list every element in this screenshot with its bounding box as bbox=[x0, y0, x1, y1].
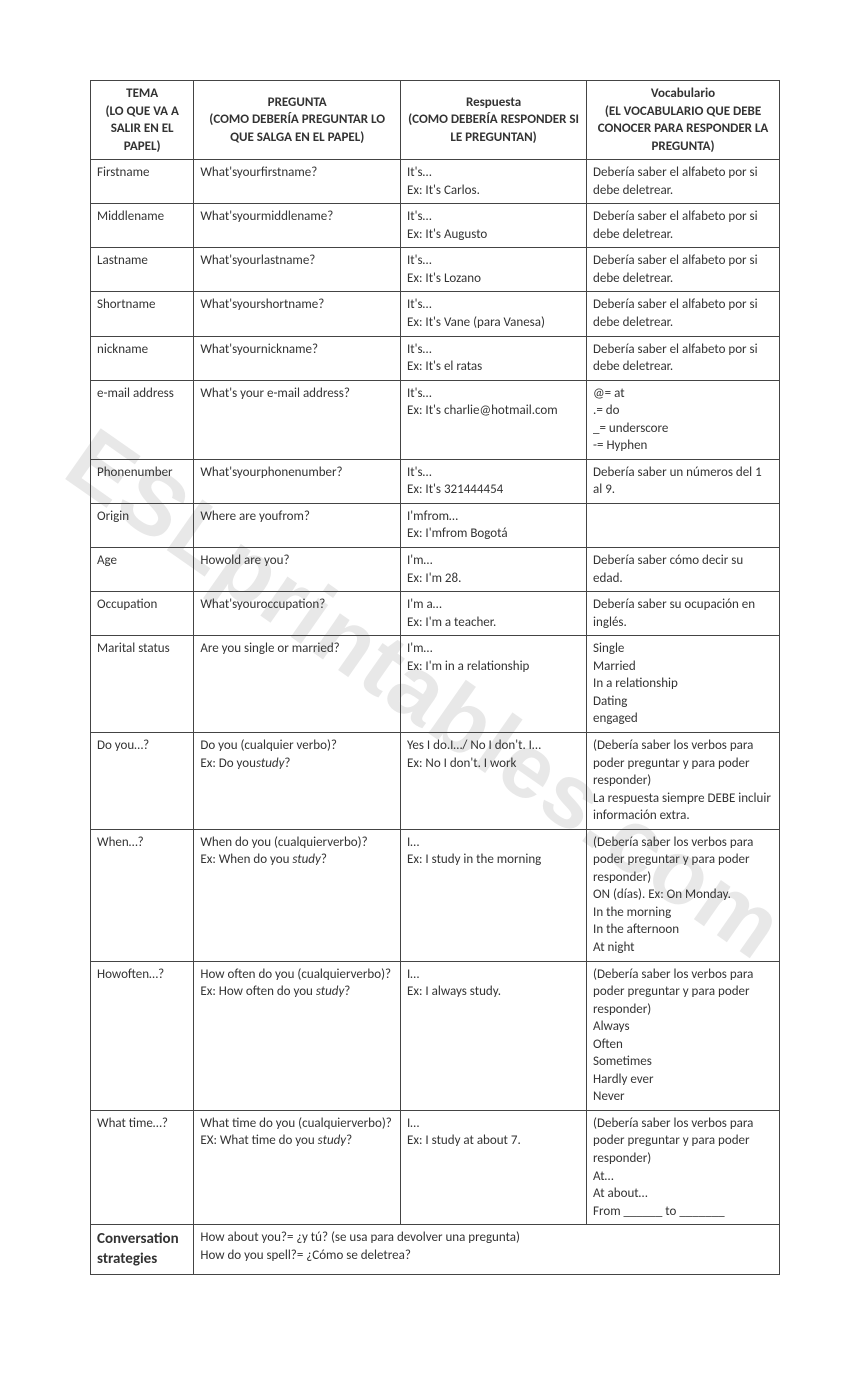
table-row: LastnameWhat'syourlastname?It's…Ex: It's… bbox=[91, 248, 780, 292]
cell-vocabulario: Debería saber el alfabeto por si debe de… bbox=[587, 292, 780, 336]
cell-tema: When…? bbox=[91, 829, 194, 961]
cell-pregunta: When do you (cualquierverbo)?Ex: When do… bbox=[194, 829, 401, 961]
table-row: OriginWhere are youfrom?I'mfrom…Ex: I'mf… bbox=[91, 503, 780, 547]
footer-content: How about you?= ¿y tú? (se usa para devo… bbox=[194, 1225, 780, 1275]
header-respuesta: Respuesta(COMO DEBERÍA RESPONDER SI LE P… bbox=[401, 81, 587, 160]
table-row: ShortnameWhat'syourshortname?It's…Ex: It… bbox=[91, 292, 780, 336]
cell-pregunta: Howold are you? bbox=[194, 548, 401, 592]
cell-respuesta: I…Ex: I study at about 7. bbox=[401, 1110, 587, 1224]
cell-vocabulario: @= at.= do_= underscore-= Hyphen bbox=[587, 380, 780, 459]
cell-respuesta: I…Ex: I study in the morning bbox=[401, 829, 587, 961]
cell-vocabulario: Debería saber un números del 1 al 9. bbox=[587, 459, 780, 503]
header-tema: TEMA(LO QUE VA A SALIR EN EL PAPEL) bbox=[91, 81, 194, 160]
header-vocabulario: Vocabulario(EL VOCABULARIO QUE DEBE CONO… bbox=[587, 81, 780, 160]
cell-pregunta: What'syournickname? bbox=[194, 336, 401, 380]
cell-pregunta: What'syourmiddlename? bbox=[194, 204, 401, 248]
cell-pregunta: What'syouroccupation? bbox=[194, 592, 401, 636]
cell-respuesta: It's…Ex: It's el ratas bbox=[401, 336, 587, 380]
cell-respuesta: I'm…Ex: I'm 28. bbox=[401, 548, 587, 592]
cell-tema: nickname bbox=[91, 336, 194, 380]
table-row: What time…?What time do you (cualquierve… bbox=[91, 1110, 780, 1224]
cell-tema: Marital status bbox=[91, 636, 194, 733]
table-row: Howoften…?How often do you (cualquierver… bbox=[91, 961, 780, 1110]
cell-tema: Origin bbox=[91, 503, 194, 547]
cell-tema: Middlename bbox=[91, 204, 194, 248]
cell-vocabulario: (Debería saber los verbos para poder pre… bbox=[587, 829, 780, 961]
cell-vocabulario bbox=[587, 503, 780, 547]
cell-pregunta: What'syourfirstname? bbox=[194, 160, 401, 204]
table-row: Marital statusAre you single or married?… bbox=[91, 636, 780, 733]
cell-vocabulario: SingleMarriedIn a relationshipDatingenga… bbox=[587, 636, 780, 733]
cell-tema: Occupation bbox=[91, 592, 194, 636]
cell-pregunta: What'syourphonenumber? bbox=[194, 459, 401, 503]
cell-tema: e-mail address bbox=[91, 380, 194, 459]
cell-vocabulario: (Debería saber los verbos para poder pre… bbox=[587, 732, 780, 829]
cell-tema: What time…? bbox=[91, 1110, 194, 1224]
cell-respuesta: I'm a…Ex: I'm a teacher. bbox=[401, 592, 587, 636]
cell-tema: Howoften…? bbox=[91, 961, 194, 1110]
cell-vocabulario: Debería saber el alfabeto por si debe de… bbox=[587, 204, 780, 248]
cell-vocabulario: (Debería saber los verbos para poder pre… bbox=[587, 1110, 780, 1224]
cell-vocabulario: Debería saber el alfabeto por si debe de… bbox=[587, 336, 780, 380]
cell-vocabulario: Debería saber el alfabeto por si debe de… bbox=[587, 160, 780, 204]
table-row: FirstnameWhat'syourfirstname?It's…Ex: It… bbox=[91, 160, 780, 204]
table-row: PhonenumberWhat'syourphonenumber?It's…Ex… bbox=[91, 459, 780, 503]
cell-tema: Firstname bbox=[91, 160, 194, 204]
cell-respuesta: It's…Ex: It's Vane (para Vanesa) bbox=[401, 292, 587, 336]
table-row: e-mail addressWhat's your e-mail address… bbox=[91, 380, 780, 459]
cell-respuesta: It's…Ex: It's Carlos. bbox=[401, 160, 587, 204]
table-row: AgeHowold are you?I'm…Ex: I'm 28.Debería… bbox=[91, 548, 780, 592]
cell-vocabulario: Debería saber el alfabeto por si debe de… bbox=[587, 248, 780, 292]
table-row: Do you…?Do you (cualquier verbo)?Ex: Do … bbox=[91, 732, 780, 829]
header-pregunta: PREGUNTA(COMO DEBERÍA PREGUNTAR LO QUE S… bbox=[194, 81, 401, 160]
cell-respuesta: I'mfrom…Ex: I'mfrom Bogotá bbox=[401, 503, 587, 547]
table-row: MiddlenameWhat'syourmiddlename?It's…Ex: … bbox=[91, 204, 780, 248]
document-page: TEMA(LO QUE VA A SALIR EN EL PAPEL) PREG… bbox=[0, 0, 850, 1315]
cell-pregunta: What'syourlastname? bbox=[194, 248, 401, 292]
cell-vocabulario: Debería saber su ocupación en inglés. bbox=[587, 592, 780, 636]
cell-tema: Phonenumber bbox=[91, 459, 194, 503]
table-row: When…?When do you (cualquierverbo)?Ex: W… bbox=[91, 829, 780, 961]
cell-pregunta: What's your e-mail address? bbox=[194, 380, 401, 459]
cell-pregunta: Where are youfrom? bbox=[194, 503, 401, 547]
footer-tema: Conversation strategies bbox=[91, 1225, 194, 1275]
study-guide-table: TEMA(LO QUE VA A SALIR EN EL PAPEL) PREG… bbox=[90, 80, 780, 1275]
cell-tema: Lastname bbox=[91, 248, 194, 292]
cell-respuesta: It's…Ex: It's charlie@hotmail.com bbox=[401, 380, 587, 459]
cell-vocabulario: (Debería saber los verbos para poder pre… bbox=[587, 961, 780, 1110]
cell-pregunta: Do you (cualquier verbo)?Ex: Do youstudy… bbox=[194, 732, 401, 829]
cell-pregunta: How often do you (cualquierverbo)?Ex: Ho… bbox=[194, 961, 401, 1110]
cell-tema: Do you…? bbox=[91, 732, 194, 829]
cell-respuesta: It's…Ex: It's Lozano bbox=[401, 248, 587, 292]
table-footer-row: Conversation strategies How about you?= … bbox=[91, 1225, 780, 1275]
cell-respuesta: I…Ex: I always study. bbox=[401, 961, 587, 1110]
cell-pregunta: What time do you (cualquierverbo)?EX: Wh… bbox=[194, 1110, 401, 1224]
cell-respuesta: It's…Ex: It's 321444454 bbox=[401, 459, 587, 503]
cell-respuesta: Yes I do.I…/ No I don't. I…Ex: No I don'… bbox=[401, 732, 587, 829]
cell-pregunta: What'syourshortname? bbox=[194, 292, 401, 336]
cell-respuesta: It's…Ex: It's Augusto bbox=[401, 204, 587, 248]
table-row: nicknameWhat'syournickname?It's…Ex: It's… bbox=[91, 336, 780, 380]
cell-respuesta: I'm…Ex: I'm in a relationship bbox=[401, 636, 587, 733]
cell-pregunta: Are you single or married? bbox=[194, 636, 401, 733]
cell-vocabulario: Debería saber cómo decir su edad. bbox=[587, 548, 780, 592]
cell-tema: Shortname bbox=[91, 292, 194, 336]
table-header-row: TEMA(LO QUE VA A SALIR EN EL PAPEL) PREG… bbox=[91, 81, 780, 160]
cell-tema: Age bbox=[91, 548, 194, 592]
table-row: OccupationWhat'syouroccupation?I'm a…Ex:… bbox=[91, 592, 780, 636]
